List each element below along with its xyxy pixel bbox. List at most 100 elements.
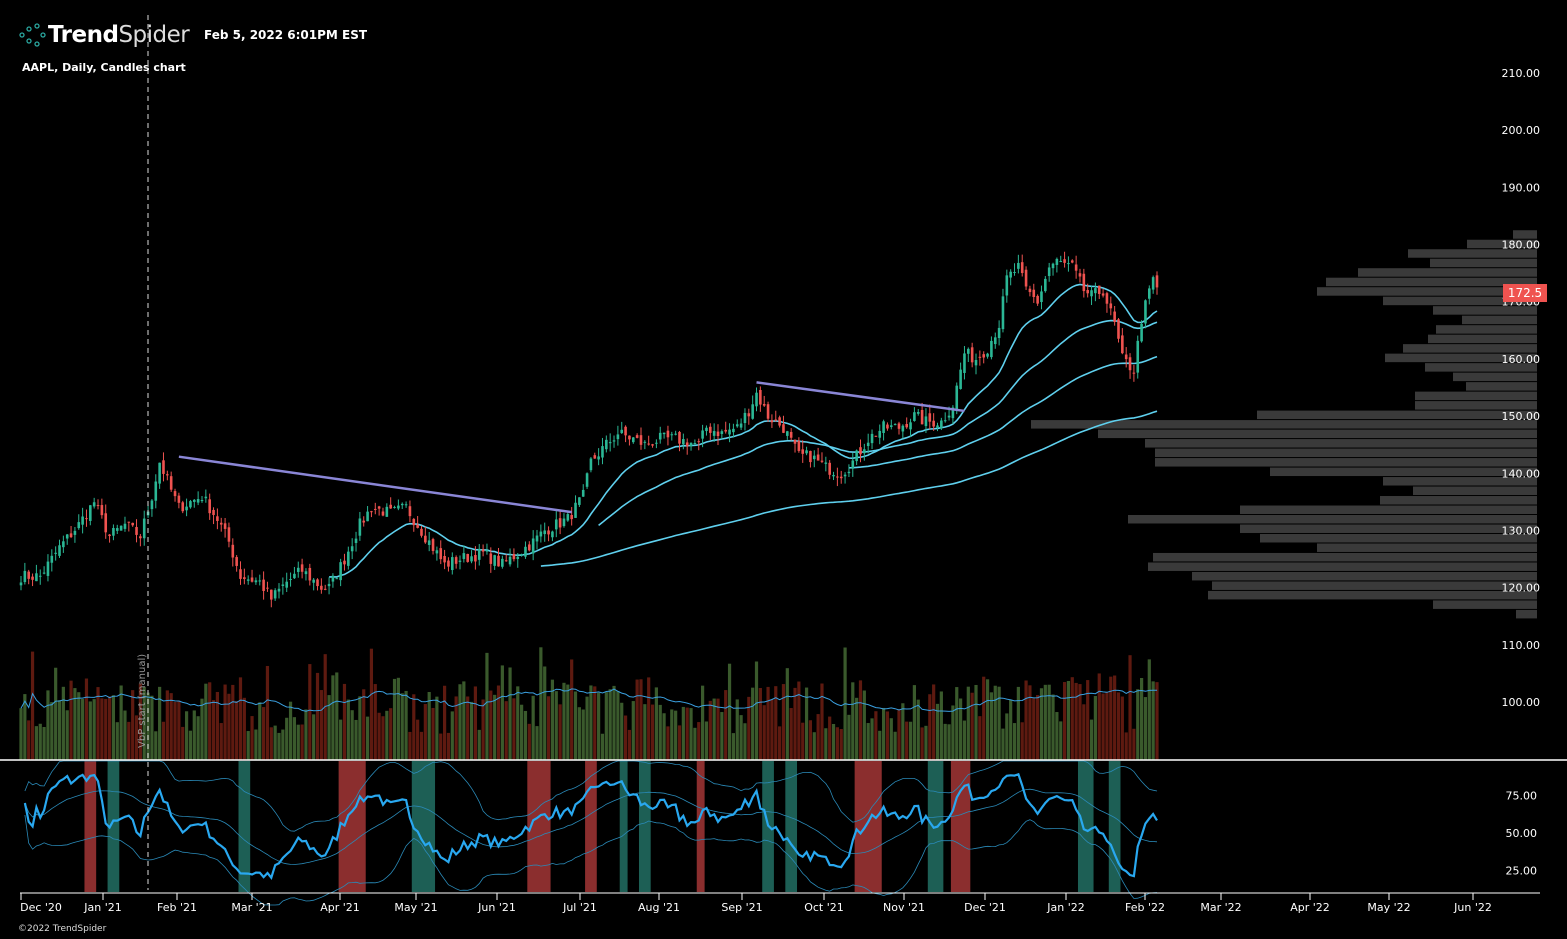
volume-bar — [215, 691, 219, 760]
candle-body — [243, 577, 246, 580]
vbp-bar — [1453, 372, 1537, 382]
volume-bar — [1124, 732, 1128, 760]
candles — [19, 251, 1159, 608]
candle-body — [886, 424, 889, 429]
candle-body — [466, 553, 469, 562]
candle-body — [1055, 258, 1059, 265]
time-tick-label: Jan '22 — [1046, 901, 1084, 914]
candle-body — [816, 454, 820, 461]
volume-bar — [889, 718, 893, 760]
candle-body — [859, 447, 862, 455]
volume-bar — [84, 678, 89, 760]
volume-bar — [616, 690, 620, 760]
volume-bar — [57, 700, 62, 760]
candle-body — [612, 440, 616, 442]
oscillator-teal-zone — [238, 761, 251, 892]
volume-bar — [134, 715, 139, 760]
candle-body — [239, 569, 242, 579]
oscillator-teal-zone — [619, 761, 628, 892]
candle-body — [685, 442, 689, 447]
volume-bar — [581, 709, 585, 760]
volume-bar — [281, 729, 285, 760]
candle-body — [31, 576, 34, 580]
volume-bar — [754, 661, 759, 760]
volume-bar — [1047, 684, 1051, 760]
volume-bar — [570, 659, 574, 760]
trendlines[interactable] — [178, 381, 965, 514]
candle-body — [1082, 273, 1086, 292]
candle-body — [828, 462, 831, 475]
candle-body — [335, 578, 339, 580]
candle-body — [343, 560, 346, 565]
volume-bar — [208, 682, 212, 760]
volume-bar — [161, 721, 166, 760]
vbp-bar — [1408, 249, 1537, 258]
volume-bar — [350, 710, 354, 760]
candle-body — [1020, 262, 1024, 274]
price-tick-label: 130.00 — [1502, 524, 1541, 537]
candle-body — [720, 431, 724, 434]
volume-bar — [73, 688, 77, 760]
candle-body — [204, 496, 208, 499]
candle-body — [616, 434, 620, 440]
volume-bar — [546, 696, 551, 760]
volume-bar — [654, 687, 658, 760]
volume-bar — [435, 696, 439, 760]
oscillator-tick-label: 50.00 — [1506, 827, 1538, 840]
candle-body — [531, 538, 535, 554]
volume-bar — [1128, 655, 1132, 760]
trendline[interactable] — [178, 455, 572, 514]
candle-body — [986, 353, 989, 357]
price-tick-label: 190.00 — [1502, 181, 1541, 194]
candle-body — [89, 505, 92, 521]
candle-body — [1063, 259, 1066, 263]
volume-bar — [19, 708, 23, 760]
volume-bar — [1136, 689, 1140, 760]
vbp-bar — [1270, 467, 1537, 477]
volume-bar — [608, 689, 612, 760]
candle-body — [323, 588, 327, 590]
candle-body — [400, 503, 404, 506]
volume-bar — [839, 729, 843, 760]
oscillator-teal-zone — [1108, 761, 1121, 892]
vbp-bar — [1128, 515, 1537, 524]
vbp-bar — [1385, 353, 1537, 363]
vbp-bar — [1031, 420, 1537, 429]
candle-body — [350, 546, 354, 552]
volume-bar — [188, 730, 193, 760]
volume-bar — [912, 685, 916, 760]
vbp-bar — [1383, 296, 1537, 306]
volume-bar — [639, 679, 643, 760]
candle-body — [219, 522, 223, 525]
vbp-bar — [1425, 363, 1537, 372]
candle-body — [801, 449, 805, 454]
candle-body — [520, 554, 523, 556]
candle-body — [732, 428, 735, 433]
volume-bar — [635, 679, 639, 760]
volume-bar — [346, 699, 350, 760]
candle-body — [709, 426, 712, 433]
price-tick-label: 200.00 — [1502, 124, 1541, 137]
candle-body — [1121, 335, 1124, 354]
time-tick-label: Jun '22 — [1453, 901, 1492, 914]
volume-bar — [897, 709, 901, 760]
vbp-bar — [1462, 315, 1537, 325]
brand-name-bold: Trend — [48, 22, 119, 48]
candle-body — [651, 444, 654, 446]
candle-body — [774, 419, 778, 421]
vbp-bar — [1192, 571, 1537, 581]
volume-bar — [962, 720, 967, 760]
vbp-bar — [1433, 600, 1537, 609]
candle-body — [747, 413, 751, 417]
candle-body — [100, 505, 104, 516]
trendline[interactable] — [756, 381, 965, 413]
candle-body — [1051, 263, 1055, 269]
oscillator-teal-zone — [411, 761, 436, 892]
candle-body — [1013, 272, 1016, 274]
volume-bar — [573, 691, 578, 760]
volume-bar — [835, 727, 839, 760]
candle-body — [608, 442, 612, 444]
volume-bar — [123, 710, 127, 760]
candle-body — [1136, 340, 1140, 373]
